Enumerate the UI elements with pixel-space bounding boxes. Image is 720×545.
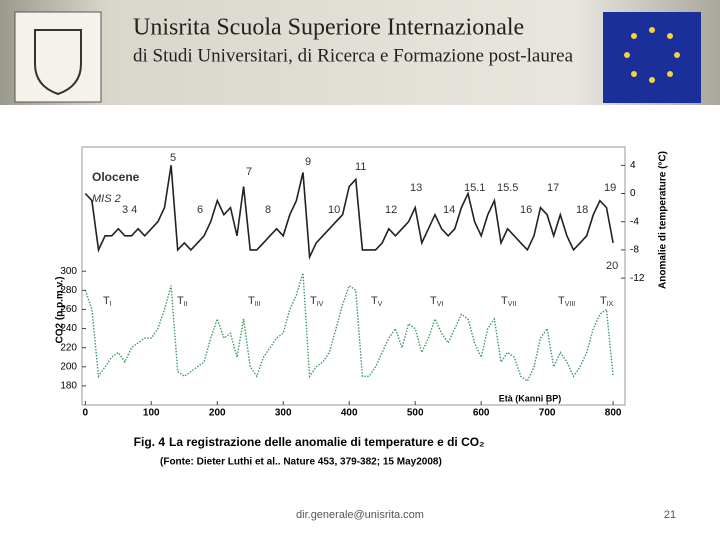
annotation: 14	[443, 204, 455, 216]
termination-main: T	[430, 295, 437, 307]
annotation: 13	[410, 182, 422, 194]
x-tick-label: 300	[275, 408, 292, 419]
y2-tick-label: -4	[630, 216, 639, 227]
annotation: 19	[604, 182, 616, 194]
termination-sub: II	[184, 301, 188, 308]
termination-main: T	[103, 295, 110, 307]
logo	[14, 11, 102, 103]
termination-label: TI	[103, 295, 112, 308]
termination-sub: IV	[317, 301, 324, 308]
y-axis-label: CO2 (p.p.m.v.)	[55, 276, 66, 343]
header-title: Unisrita Scuola Superiore Internazionale	[133, 15, 524, 41]
annotation: 20	[606, 260, 618, 272]
termination-label: TVI	[430, 295, 443, 308]
termination-main: T	[177, 295, 184, 307]
termination-sub: IX	[607, 301, 614, 308]
y2-tick-label: 4	[630, 160, 636, 171]
y-tick-label: 300	[60, 266, 77, 277]
termination-main: T	[501, 295, 508, 307]
eu-stars	[624, 27, 680, 83]
x-axis-label: Età (Kanni BP)	[499, 393, 562, 403]
termination-sub: III	[255, 301, 261, 308]
termination-sub: VIII	[565, 301, 576, 308]
page-number: 21	[664, 509, 676, 521]
termination-sub: VI	[437, 301, 444, 308]
annotation: 7	[246, 166, 252, 178]
annotation: 5	[170, 152, 176, 164]
y2-axis-label: Anomalie di temperature (°C)	[658, 151, 669, 289]
banner	[0, 0, 720, 105]
y-tick-label: 240	[60, 323, 77, 334]
annotation: 10	[328, 204, 340, 216]
caption: La registrazione delle anomalie di tempe…	[169, 435, 484, 449]
termination-label: TVIII	[558, 295, 575, 308]
annotation: 11	[355, 161, 366, 173]
series-line	[84, 165, 614, 261]
y2-tick-label: 0	[630, 188, 636, 199]
termination-main: T	[600, 295, 607, 307]
termination-main: T	[248, 295, 255, 307]
y-tick-label: 200	[60, 361, 77, 372]
termination-main: T	[558, 295, 565, 307]
annotation: 9	[305, 156, 311, 168]
termination-label: TIII	[248, 295, 261, 308]
footer-email: dir.generale@unisrita.com	[296, 509, 424, 521]
annotation: 8	[265, 204, 271, 216]
termination-label: TV	[371, 295, 383, 308]
caption-label: Fig. 4	[134, 435, 166, 449]
termination-label: TII	[177, 295, 188, 308]
termination-sub: I	[110, 301, 112, 308]
logo-crest	[34, 29, 82, 96]
annotation: Olocene	[92, 170, 140, 184]
y-tick-label: 280	[60, 285, 77, 296]
x-tick-label: 500	[407, 408, 424, 419]
annotation: MIS 2	[92, 193, 121, 205]
annotation: 3 4	[122, 204, 137, 216]
y-tick-label: 180	[60, 381, 77, 392]
annotation: 6	[197, 204, 203, 216]
x-tick-label: 400	[341, 408, 358, 419]
termination-label: TIV	[310, 295, 324, 308]
x-tick-label: 200	[209, 408, 226, 419]
plot-frame	[81, 146, 626, 406]
x-tick-label: 800	[605, 408, 622, 419]
annotation: 15.1	[464, 182, 485, 194]
annotation: 15.5	[497, 182, 518, 194]
annotation: 16	[520, 204, 532, 216]
x-tick-label: 0	[83, 408, 89, 419]
x-tick-label: 100	[143, 408, 160, 419]
y2-tick-label: -12	[630, 273, 645, 284]
y2-tick-label: -8	[630, 245, 639, 256]
annotation: 17	[547, 182, 559, 194]
source: (Fonte: Dieter Luthi et al.. Nature 453,…	[160, 457, 442, 468]
figure	[80, 145, 627, 470]
x-tick-label: 600	[473, 408, 490, 419]
x-tick-label: 700	[539, 408, 556, 419]
y-tick-label: 220	[60, 342, 77, 353]
termination-sub: V	[378, 301, 383, 308]
annotation: 12	[385, 204, 397, 216]
termination-sub: VII	[508, 301, 517, 308]
eu-flag	[603, 12, 701, 103]
termination-main: T	[371, 295, 378, 307]
termination-label: TIX	[600, 295, 614, 308]
termination-main: T	[310, 295, 317, 307]
y-tick-label: 260	[60, 304, 77, 315]
header-subtitle: di Studi Universitari, di Ricerca e Form…	[133, 45, 574, 66]
annotation: 18	[576, 204, 588, 216]
termination-label: TVII	[501, 295, 516, 308]
